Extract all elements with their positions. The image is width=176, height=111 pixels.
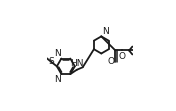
Text: O: O — [107, 57, 114, 66]
Text: N: N — [54, 49, 61, 58]
Text: HN: HN — [70, 59, 83, 68]
Text: N: N — [102, 27, 108, 36]
Text: N: N — [54, 75, 61, 84]
Text: O: O — [119, 52, 126, 61]
Text: S: S — [48, 57, 54, 66]
